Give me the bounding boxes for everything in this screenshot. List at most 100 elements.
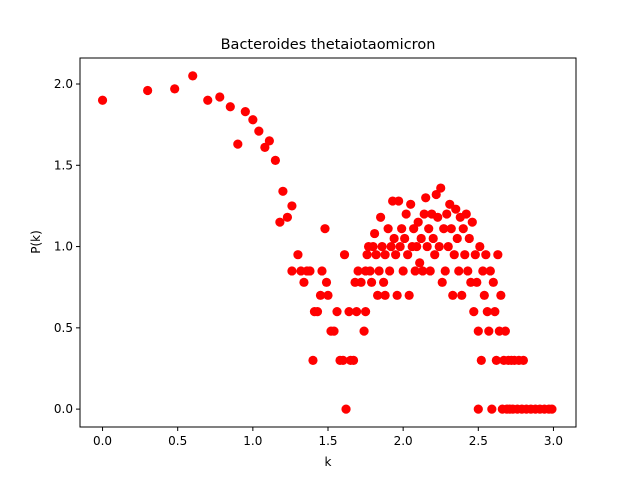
- data-point: [392, 290, 402, 300]
- data-point: [374, 266, 384, 276]
- data-point: [321, 277, 332, 287]
- data-point: [457, 290, 467, 300]
- data-point: [275, 217, 285, 227]
- data-point: [362, 250, 372, 260]
- data-point: [500, 326, 510, 336]
- x-axis-label: k: [325, 455, 332, 469]
- x-tick-label: 3.0: [544, 434, 563, 448]
- data-point: [518, 355, 528, 365]
- data-point: [493, 250, 503, 260]
- y-axis: 0.0 0.5 1.0 1.5 2.0: [54, 77, 80, 416]
- data-point: [467, 217, 477, 227]
- data-point: [481, 250, 491, 260]
- data-point: [341, 404, 351, 414]
- data-point: [478, 266, 488, 276]
- data-point: [278, 186, 288, 196]
- data-point: [412, 241, 422, 252]
- data-point: [383, 224, 393, 234]
- data-point: [338, 355, 348, 365]
- data-point: [248, 115, 258, 125]
- data-point: [434, 241, 444, 252]
- data-point: [547, 404, 557, 414]
- y-tick-label: 0.5: [54, 321, 73, 335]
- data-point: [409, 224, 419, 234]
- data-point: [366, 277, 377, 287]
- x-tick-label: 0.0: [93, 434, 112, 448]
- data-point: [386, 241, 396, 252]
- data-point: [473, 404, 483, 414]
- data-point: [475, 241, 485, 252]
- data-point: [428, 233, 438, 244]
- data-point: [397, 224, 407, 234]
- data-point: [496, 290, 506, 300]
- data-point: [443, 241, 453, 252]
- data-point: [360, 306, 371, 317]
- data-point: [479, 290, 489, 300]
- data-point: [351, 306, 362, 317]
- data-point: [430, 250, 440, 260]
- x-tick-label: 1.0: [243, 434, 262, 448]
- data-point: [484, 326, 494, 336]
- data-point: [329, 326, 339, 336]
- data-point: [419, 209, 429, 219]
- data-point: [305, 266, 315, 276]
- data-point: [400, 233, 410, 244]
- data-point: [282, 212, 293, 222]
- data-points: [97, 71, 557, 414]
- y-tick-label: 1.0: [54, 240, 73, 254]
- x-tick-label: 2.0: [394, 434, 413, 448]
- data-point: [487, 404, 497, 414]
- data-point: [344, 306, 354, 317]
- data-point: [315, 290, 326, 300]
- data-point: [379, 277, 389, 287]
- y-tick-label: 0.0: [54, 402, 73, 416]
- data-point: [332, 306, 342, 317]
- x-tick-label: 0.5: [168, 434, 187, 448]
- y-tick-label: 1.5: [54, 158, 73, 172]
- x-axis: 0.0 0.5 1.0 1.5 2.0 2.5 3.0: [93, 427, 563, 448]
- data-point: [389, 233, 399, 244]
- data-point: [365, 266, 375, 276]
- data-point: [394, 196, 404, 206]
- data-point: [490, 306, 500, 317]
- data-point: [418, 266, 428, 276]
- data-point: [260, 142, 270, 153]
- data-point: [425, 266, 435, 276]
- data-point: [488, 277, 498, 287]
- data-point: [373, 290, 383, 300]
- data-point: [485, 266, 495, 276]
- data-point: [473, 326, 483, 336]
- data-point: [391, 250, 401, 260]
- y-axis-label: P(k): [29, 230, 43, 254]
- data-point: [446, 224, 456, 234]
- data-point: [406, 199, 416, 209]
- data-point: [320, 224, 330, 234]
- data-point: [491, 355, 501, 365]
- data-point: [449, 250, 459, 260]
- data-point: [401, 209, 411, 219]
- data-point: [436, 183, 446, 193]
- y-tick-label: 2.0: [54, 77, 73, 91]
- data-point: [233, 139, 243, 149]
- data-point: [143, 85, 153, 96]
- data-point: [416, 233, 426, 244]
- data-point: [470, 250, 480, 260]
- data-point: [472, 277, 482, 287]
- data-point: [404, 290, 414, 300]
- data-point: [385, 266, 395, 276]
- data-point: [377, 241, 387, 252]
- data-point: [353, 266, 363, 276]
- chart-title: Bacteroides thetaiotaomicron: [221, 37, 436, 53]
- data-point: [203, 95, 213, 105]
- data-point: [312, 306, 323, 317]
- data-point: [287, 266, 297, 276]
- data-point: [424, 224, 434, 234]
- data-point: [317, 266, 327, 276]
- x-tick-label: 2.5: [469, 434, 488, 448]
- data-point: [413, 217, 423, 227]
- data-point: [293, 250, 303, 260]
- data-point: [463, 266, 473, 276]
- data-point: [403, 250, 413, 260]
- data-point: [398, 266, 408, 276]
